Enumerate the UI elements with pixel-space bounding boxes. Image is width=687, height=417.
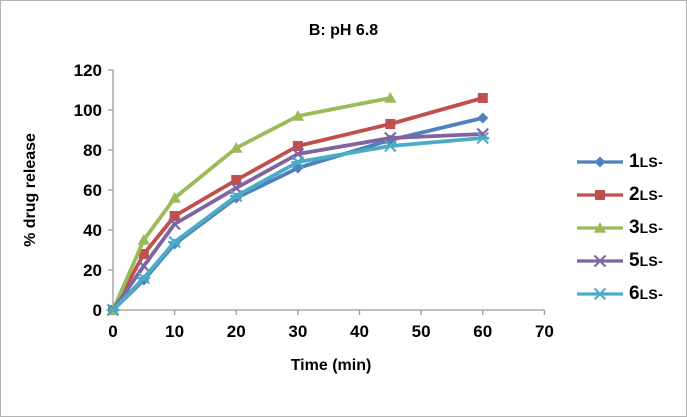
triangle-marker-icon <box>137 234 151 245</box>
star-marker-icon <box>593 287 607 300</box>
series-2LS- <box>108 93 488 315</box>
square-marker-icon <box>138 249 149 259</box>
x-tick-label: 50 <box>412 322 431 341</box>
x-tick-label: 40 <box>350 322 369 341</box>
y-tick-label: 0 <box>93 301 102 320</box>
legend-item-6LS-: 6 LS- <box>576 277 663 310</box>
legend-item-1LS-: 1 LS- <box>576 145 663 178</box>
x-tick-label: 10 <box>165 322 184 341</box>
series-3LS--line <box>111 96 393 312</box>
y-tick-label: 120 <box>74 61 102 80</box>
legend-label-suffix: LS- <box>639 153 664 170</box>
legend-square-sample <box>577 189 623 200</box>
legend-label-suffix: LS- <box>639 186 664 203</box>
x-tick-label: 70 <box>535 322 554 341</box>
legend-label-suffix: LS- <box>639 252 664 269</box>
triangle-marker-icon <box>230 142 243 153</box>
triangle-marker-icon <box>168 192 181 203</box>
star-marker-icon <box>229 189 243 203</box>
diamond-marker-icon <box>477 112 489 124</box>
y-tick-label: 80 <box>83 141 102 160</box>
square-marker-icon <box>477 93 488 103</box>
square-marker-icon <box>169 211 180 221</box>
legend-diamond-sample <box>577 156 623 167</box>
legend-label-suffix: LS- <box>639 285 664 302</box>
chart-title: B: pH 6.8 <box>308 22 379 39</box>
x-tick-label: 60 <box>473 322 492 341</box>
y-axis-label: % drug release <box>22 133 39 247</box>
series-6LS- <box>106 131 490 317</box>
legend-item-3LS-: 3 LS- <box>576 211 663 244</box>
legend-star-sample <box>577 287 623 300</box>
triangle-marker-icon <box>593 221 607 233</box>
legend-item-2LS-: 2 LS- <box>576 178 663 211</box>
x-tick-label: 20 <box>227 322 246 341</box>
square-marker-icon <box>231 175 242 185</box>
x-marker-icon <box>168 217 181 231</box>
square-marker-icon <box>595 189 605 200</box>
x-tick-label: 30 <box>288 322 307 341</box>
star-marker-icon <box>106 303 120 317</box>
star-marker-icon <box>291 155 305 169</box>
diamond-marker-icon <box>594 156 606 167</box>
triangle-marker-icon <box>384 92 397 103</box>
legend-label-number: 5 <box>629 250 640 271</box>
square-marker-icon <box>385 119 396 129</box>
y-tick-label: 40 <box>83 221 102 240</box>
square-marker-icon <box>292 141 303 151</box>
legend-x-sample <box>577 254 623 267</box>
star-marker-icon <box>137 271 151 285</box>
legend-label-number: 6 <box>629 283 640 304</box>
y-tick-label: 60 <box>83 181 102 200</box>
x-axis-label: Time (min) <box>290 357 372 374</box>
series-5LS- <box>106 127 490 317</box>
x-marker-icon <box>593 254 607 267</box>
x-marker-icon <box>137 259 151 273</box>
legend-label-number: 2 <box>629 184 640 205</box>
star-marker-icon <box>383 139 397 153</box>
series-3LS- <box>106 92 397 315</box>
star-marker-icon <box>168 235 182 249</box>
legend: 1 LS- 2 LS- 3 LS- 5 LS- 6 LS- <box>576 145 663 310</box>
legend-label-number: 3 <box>629 217 640 238</box>
y-axis-ticks: 0 20 40 60 80 100 120 <box>74 61 113 320</box>
x-axis-ticks: 0 10 20 30 40 50 60 70 <box>108 310 554 341</box>
legend-triangle-sample <box>577 221 623 233</box>
x-tick-label: 0 <box>108 322 117 341</box>
legend-item-5LS-: 5 LS- <box>576 244 663 277</box>
triangle-marker-icon <box>291 110 305 121</box>
y-tick-label: 100 <box>74 101 102 120</box>
star-marker-icon <box>476 131 490 145</box>
axis-lines <box>112 70 545 311</box>
legend-label-suffix: LS- <box>639 219 664 236</box>
legend-label-number: 1 <box>629 151 640 172</box>
y-tick-label: 20 <box>83 261 102 280</box>
